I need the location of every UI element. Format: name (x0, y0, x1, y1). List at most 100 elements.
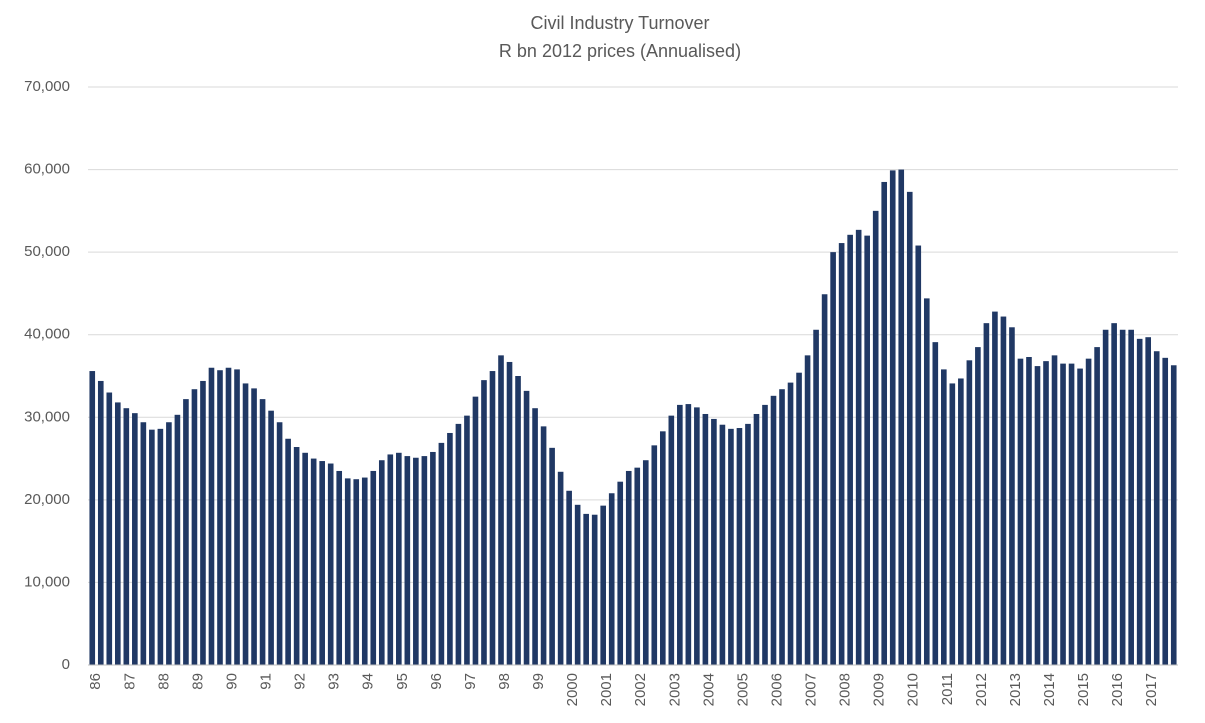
bar (1094, 347, 1100, 665)
x-tick-label: 2005 (734, 673, 751, 706)
x-tick-label: 92 (292, 673, 309, 690)
x-tick-label: 2017 (1143, 673, 1160, 706)
bar (1017, 358, 1024, 665)
bar (268, 410, 274, 665)
bar (132, 413, 138, 665)
x-tick-label: 2002 (632, 673, 649, 706)
bar (574, 504, 581, 665)
x-tick-label: 96 (428, 673, 445, 690)
x-tick-label: 91 (258, 673, 275, 690)
bar (293, 447, 300, 665)
bar (515, 376, 521, 665)
bar (123, 408, 130, 665)
bar (327, 463, 334, 665)
bar (642, 460, 649, 665)
x-tick-label: 87 (121, 673, 138, 690)
chart-subtitle: R bn 2012 prices (Annualised) (499, 41, 741, 61)
bar (728, 428, 734, 665)
bar (566, 490, 572, 665)
bar (889, 170, 896, 665)
bar (941, 369, 947, 665)
bar (1102, 329, 1109, 665)
bar (234, 369, 240, 665)
x-tick-label: 97 (462, 673, 479, 690)
bar (1085, 358, 1092, 665)
bar (770, 395, 777, 665)
bar (796, 372, 802, 665)
x-tick-label: 2001 (598, 673, 615, 706)
bar (506, 361, 513, 665)
bar (387, 454, 394, 665)
bar (719, 424, 726, 665)
bar (694, 407, 700, 665)
bar (489, 371, 496, 665)
y-tick-label: 0 (62, 656, 70, 673)
bar (421, 456, 428, 665)
bar (438, 442, 445, 665)
bar (378, 460, 385, 665)
bar (702, 413, 709, 665)
x-tick-label: 2003 (666, 673, 683, 706)
bar (464, 415, 470, 665)
bar (1000, 316, 1007, 665)
bar (1170, 365, 1177, 665)
bar (208, 367, 215, 665)
bar (736, 428, 743, 665)
bar (1128, 329, 1134, 665)
x-tick-label: 2010 (905, 673, 922, 706)
x-tick-label: 99 (530, 673, 547, 690)
bar (140, 422, 147, 665)
x-tick-label: 2011 (939, 673, 956, 705)
bar (404, 456, 411, 665)
bar (302, 452, 308, 665)
bar (949, 383, 956, 665)
bar (1145, 337, 1152, 665)
bar (200, 380, 206, 665)
bar (106, 392, 113, 665)
x-tick-label: 89 (189, 673, 206, 690)
bar (906, 191, 913, 665)
y-tick-label: 30,000 (24, 408, 70, 425)
bar (532, 408, 538, 665)
bar (1077, 368, 1083, 665)
bar (923, 298, 930, 665)
bar (97, 380, 104, 665)
bar (992, 311, 998, 665)
y-tick-label: 10,000 (24, 573, 70, 590)
bar (753, 413, 760, 665)
y-tick-label: 40,000 (24, 326, 70, 343)
bar (540, 426, 547, 665)
bar (319, 461, 325, 665)
bar (1026, 357, 1032, 665)
bar (983, 323, 990, 665)
x-tick-label: 2004 (700, 673, 717, 706)
bar (336, 470, 343, 665)
bar (1119, 329, 1126, 665)
bar (625, 470, 632, 665)
bar (932, 342, 939, 665)
bar (217, 370, 223, 665)
bar (89, 371, 96, 665)
bar (659, 431, 666, 665)
bar (149, 429, 155, 665)
x-tick-label: 2015 (1075, 673, 1092, 706)
bar (745, 423, 751, 665)
bar (1009, 327, 1015, 665)
bar (830, 252, 836, 665)
bar (847, 234, 853, 665)
bar (166, 422, 172, 665)
y-tick-label: 60,000 (24, 161, 70, 178)
bar (242, 383, 249, 665)
bar (523, 390, 530, 665)
bar (813, 329, 819, 665)
bar (966, 360, 973, 665)
x-tick-label: 2008 (837, 673, 854, 706)
bar (557, 471, 564, 665)
x-tick-label: 2016 (1109, 673, 1126, 706)
x-tick-label: 93 (326, 673, 343, 690)
bar (600, 505, 607, 665)
bar (310, 458, 317, 665)
bar (225, 367, 232, 665)
bar (430, 451, 436, 665)
bar (1034, 366, 1041, 665)
